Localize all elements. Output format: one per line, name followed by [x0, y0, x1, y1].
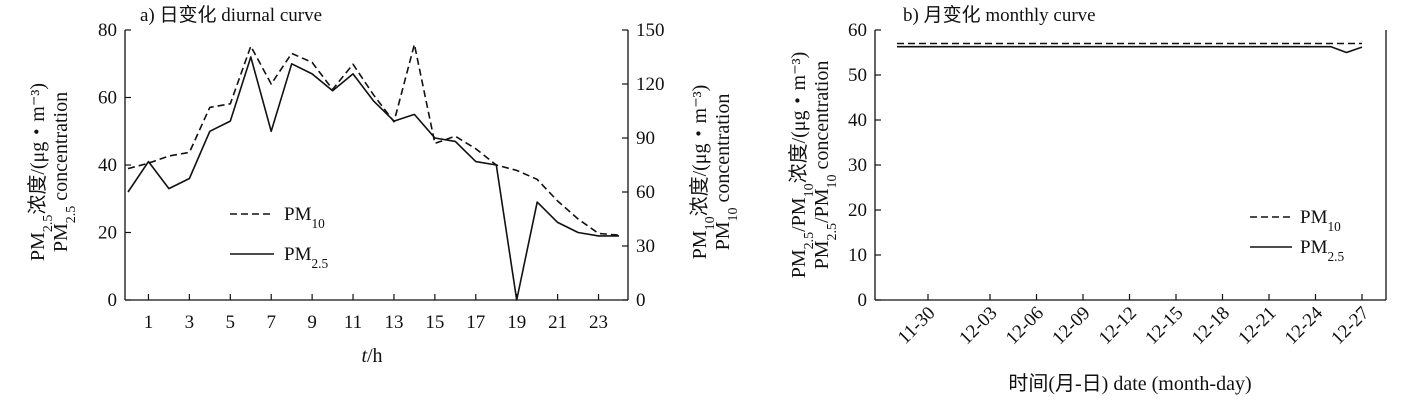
panel-a-legend: PM10 PM2.5: [230, 204, 328, 271]
panel-b-x-tick-label: 12-15: [1141, 303, 1187, 349]
panel-a-x-tick-label: 11: [344, 312, 362, 333]
panel-a-x-tick-label: 17: [466, 312, 485, 333]
panel-a-x-tick-label: 19: [507, 312, 526, 333]
panel-b-y-tick-label: 30: [848, 155, 867, 176]
panel-b-legend-label: PM2.5: [1300, 237, 1344, 264]
panel-a-series: [127, 43, 620, 301]
panel-a-title: a) 日变化 diurnal curve: [140, 4, 322, 26]
panel-b-y-tick-label: 50: [848, 65, 867, 86]
panel-b-series-PM25-line: [897, 45, 1363, 54]
panel-a-left-tick-label: 60: [98, 88, 117, 109]
panel-b-monthly-chart: b) 月变化 monthly curve 0 10 20 30 40 50 60 11-30 1…: [787, 4, 1387, 395]
panel-a-left-tick-label: 20: [98, 223, 117, 244]
panel-b-y-axis-title-line1: PM2.5/PM10浓度/(μg・m⁻³): [787, 52, 817, 279]
panel-b-x-tick-label: 12-27: [1327, 303, 1373, 349]
panel-a-x-tick-label: 23: [589, 312, 608, 333]
panel-a-series-PM10-line: [127, 43, 620, 236]
panel-a-x-tick-label: 15: [425, 312, 444, 333]
panel-b-y-tick-label: 60: [848, 20, 867, 41]
panel-b-x-tick-label: 12-03: [955, 303, 1001, 349]
panel-b-x-tick-label: 12-12: [1095, 303, 1141, 349]
panel-b-x-tick-label: 12-09: [1048, 303, 1094, 349]
panel-b-series: [897, 42, 1363, 54]
panel-b-y-axis-title-line2: PM2.5/PM10 concentration: [811, 61, 840, 270]
panel-a-legend-label: PM10: [284, 204, 325, 231]
panel-a-diurnal-chart: a) 日变化 diurnal curve 0 20 40 60 80 0 30 60 90 120…: [26, 4, 741, 367]
panel-a-left-axis-title-line2: PM2.5 concentration: [50, 92, 79, 252]
panel-b-x-tick-label: 12-21: [1234, 303, 1280, 349]
panel-b-y-tick-label: 0: [858, 290, 868, 311]
panel-b-title: b) 月变化 monthly curve: [903, 4, 1096, 26]
panel-a-right-axis-title-line1: PM10浓度/(μg・m⁻³): [688, 85, 718, 260]
panel-a-right-axis-title-line2: PM10 concentration: [712, 94, 741, 251]
panel-a-right-tick-label: 120: [636, 74, 665, 95]
panel-a-x-tick-label: 13: [384, 312, 403, 333]
panel-b-legend: PM10 PM2.5: [1250, 207, 1344, 264]
panel-a-right-tick-label: 0: [636, 290, 646, 311]
panel-b-x-tick-label: 12-18: [1188, 303, 1234, 349]
panel-b-y-tick-label: 40: [848, 110, 867, 131]
panel-b-y-tick-label: 10: [848, 245, 867, 266]
panel-a-x-axis-title: t/h: [361, 345, 382, 367]
panel-a-right-tick-label: 90: [636, 128, 655, 149]
panel-b-x-tick-label: 12-24: [1281, 302, 1328, 349]
panel-a-left-tick-label: 80: [98, 20, 117, 41]
panel-a-left-axis-title-line1: PM2.5浓度/(μg・m⁻³): [26, 83, 56, 261]
panel-a-x-tick-label: 21: [548, 312, 567, 333]
panel-b-y-tick-label: 20: [848, 200, 867, 221]
panel-a-x-tick-label: 1: [144, 312, 154, 333]
panel-a-x-tick-label: 3: [185, 312, 195, 333]
panel-a-left-tick-label: 40: [98, 155, 117, 176]
panel-b-x-tick-label: 11-30: [894, 303, 940, 349]
panel-a-legend-label: PM2.5: [284, 244, 328, 271]
panel-a-left-tick-label: 0: [108, 290, 118, 311]
panel-b-x-axis-title: 时间(月-日) date (month-day): [1008, 372, 1251, 395]
panel-a-x-tick-label: 5: [226, 312, 236, 333]
panel-a-series-PM25-line: [127, 56, 619, 301]
panel-b-legend-label: PM10: [1300, 207, 1341, 234]
panel-a-x-tick-label: 9: [307, 312, 317, 333]
panel-a-right-tick-label: 60: [636, 182, 655, 203]
panel-b-x-tick-label: 12-06: [1002, 303, 1048, 349]
panel-a-right-tick-label: 150: [636, 20, 665, 41]
panel-a-right-tick-label: 30: [636, 236, 655, 257]
panel-a-x-tick-label: 7: [266, 312, 276, 333]
